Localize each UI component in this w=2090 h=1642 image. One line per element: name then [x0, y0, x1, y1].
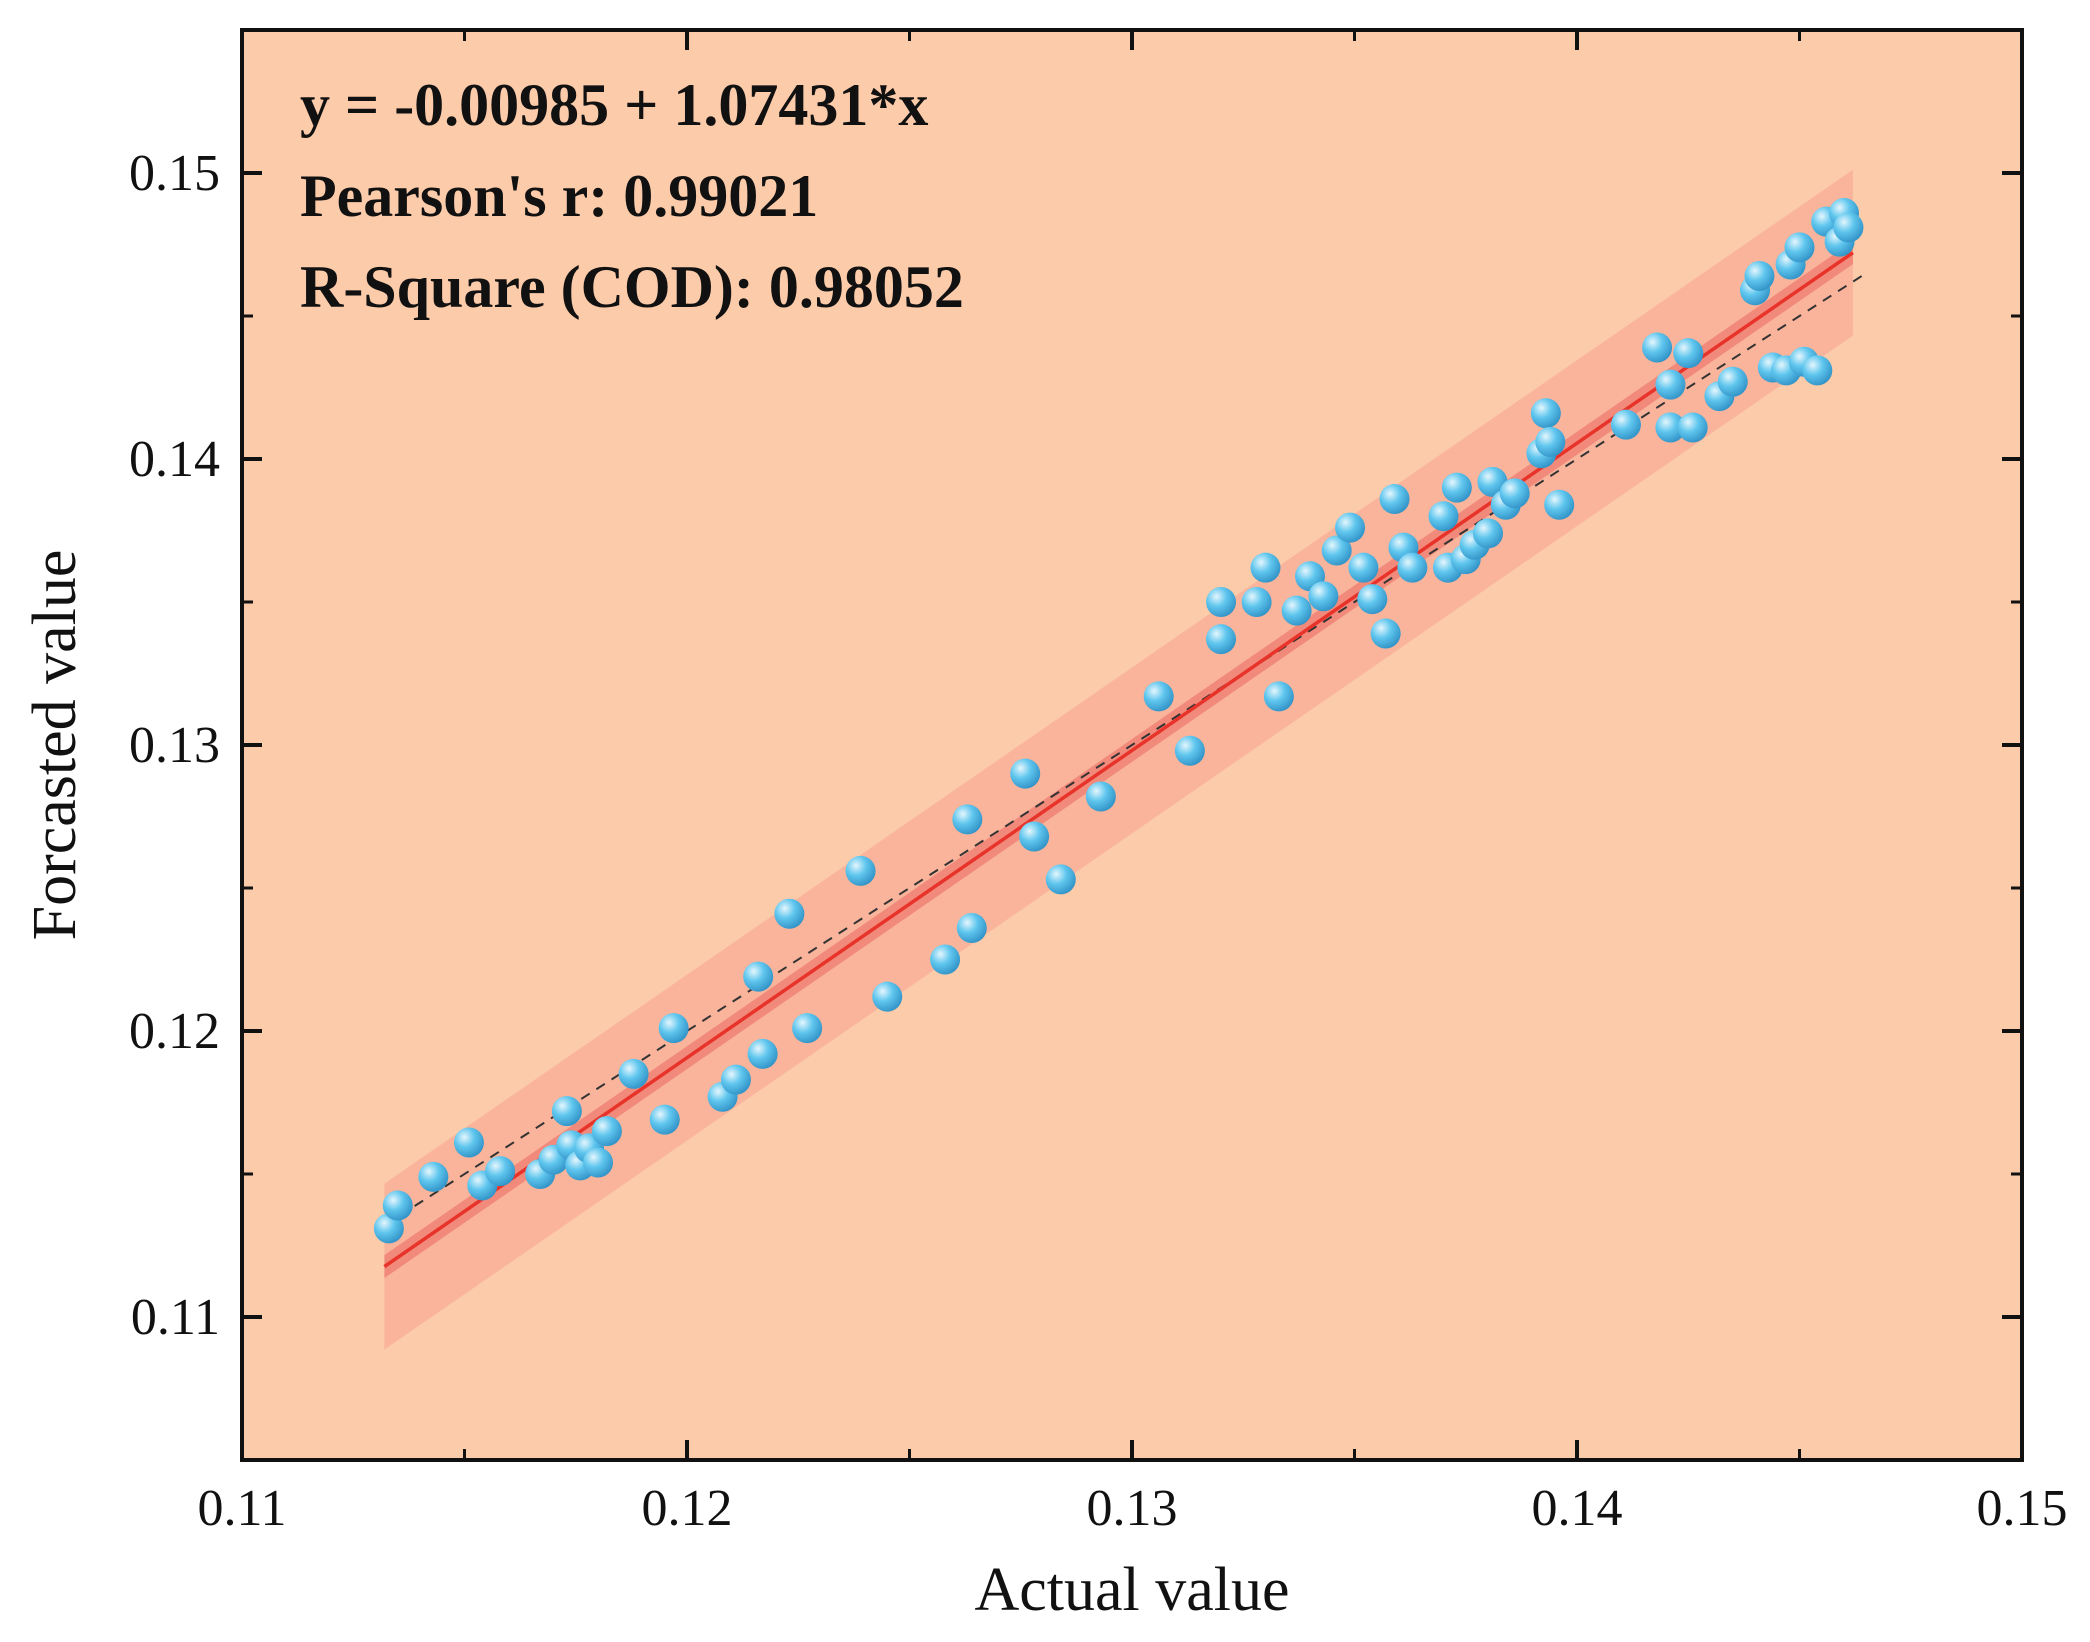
- data-point: [1673, 338, 1704, 369]
- data-point: [658, 1013, 689, 1044]
- data-point: [872, 981, 903, 1012]
- data-point: [1379, 484, 1410, 515]
- data-point: [1802, 355, 1833, 386]
- data-point: [453, 1127, 484, 1158]
- data-point: [1010, 758, 1041, 789]
- data-point: [1263, 681, 1294, 712]
- pearson-annotation: Pearson's r: 0.99021: [300, 163, 818, 229]
- data-point: [1784, 232, 1815, 263]
- data-point: [1241, 587, 1272, 617]
- axis-ticks: 0.11 0.12 0.13 0.14 0.15 0.11 0.12 0.13 0.14 0.15: [129, 28, 2068, 1537]
- data-point: [418, 1161, 449, 1192]
- x-axis-title: Actual value: [974, 1556, 1289, 1624]
- y-tick-label: 0.15: [129, 145, 220, 202]
- x-tick-label: 0.12: [642, 1480, 733, 1537]
- data-point: [551, 1096, 582, 1127]
- data-point: [1085, 781, 1116, 812]
- data-point: [720, 1064, 751, 1095]
- data-point: [1717, 366, 1748, 397]
- data-point: [1206, 587, 1236, 617]
- r-square-annotation: R-Square (COD): 0.98052: [300, 254, 964, 320]
- data-point: [952, 804, 983, 835]
- data-point: [1357, 584, 1388, 615]
- data-point: [774, 898, 805, 929]
- data-point: [649, 1104, 680, 1135]
- data-point: [382, 1190, 413, 1221]
- data-point: [485, 1156, 516, 1187]
- data-point: [845, 855, 876, 886]
- data-point: [1348, 552, 1379, 583]
- data-point: [1441, 472, 1472, 503]
- data-points: [373, 198, 1864, 1244]
- fit-line: [383, 251, 1854, 1269]
- y-axis-title: Forcasted value: [21, 550, 89, 941]
- y-tick-label: 0.14: [129, 431, 220, 488]
- data-point: [1477, 466, 1508, 497]
- y-tick-label: 0.13: [129, 717, 220, 774]
- data-point: [747, 1038, 778, 1069]
- data-point: [1370, 618, 1401, 649]
- data-point: [1321, 535, 1352, 566]
- y-tick-label: 0.11: [131, 1289, 220, 1346]
- data-point: [1655, 412, 1686, 443]
- data-point: [1655, 369, 1686, 400]
- data-point: [373, 1213, 404, 1244]
- data-point: [1143, 681, 1174, 712]
- data-point: [1535, 426, 1566, 457]
- data-point: [743, 961, 774, 992]
- equation-annotation: y = -0.00985 + 1.07431*x: [300, 72, 928, 138]
- data-point: [591, 1116, 622, 1147]
- data-point: [930, 944, 961, 975]
- data-point: [1281, 595, 1312, 626]
- x-tick-label: 0.13: [1087, 1480, 1178, 1537]
- data-point: [1335, 512, 1366, 543]
- data-point: [618, 1058, 649, 1089]
- data-point: [1250, 552, 1281, 583]
- data-point: [1473, 518, 1503, 549]
- y-tick-label: 0.12: [129, 1003, 220, 1060]
- data-point: [1019, 821, 1050, 852]
- x-tick-label: 0.15: [1977, 1480, 2068, 1537]
- data-point: [1677, 412, 1708, 443]
- x-tick-label: 0.14: [1532, 1480, 1623, 1537]
- data-point: [792, 1013, 823, 1044]
- data-point: [1544, 489, 1575, 520]
- data-point: [1530, 398, 1561, 429]
- data-point: [956, 913, 987, 944]
- data-point: [1610, 409, 1641, 440]
- data-point: [1499, 478, 1530, 509]
- data-point: [1428, 501, 1459, 532]
- data-point: [1174, 735, 1205, 766]
- data-point: [1833, 212, 1864, 243]
- data-point: [1642, 332, 1673, 363]
- data-point: [1045, 864, 1076, 895]
- data-point: [1397, 552, 1428, 583]
- data-point: [583, 1147, 613, 1178]
- data-point: [1206, 624, 1236, 655]
- x-tick-label: 0.11: [197, 1480, 286, 1537]
- data-point: [1308, 581, 1339, 612]
- data-point: [1744, 260, 1775, 291]
